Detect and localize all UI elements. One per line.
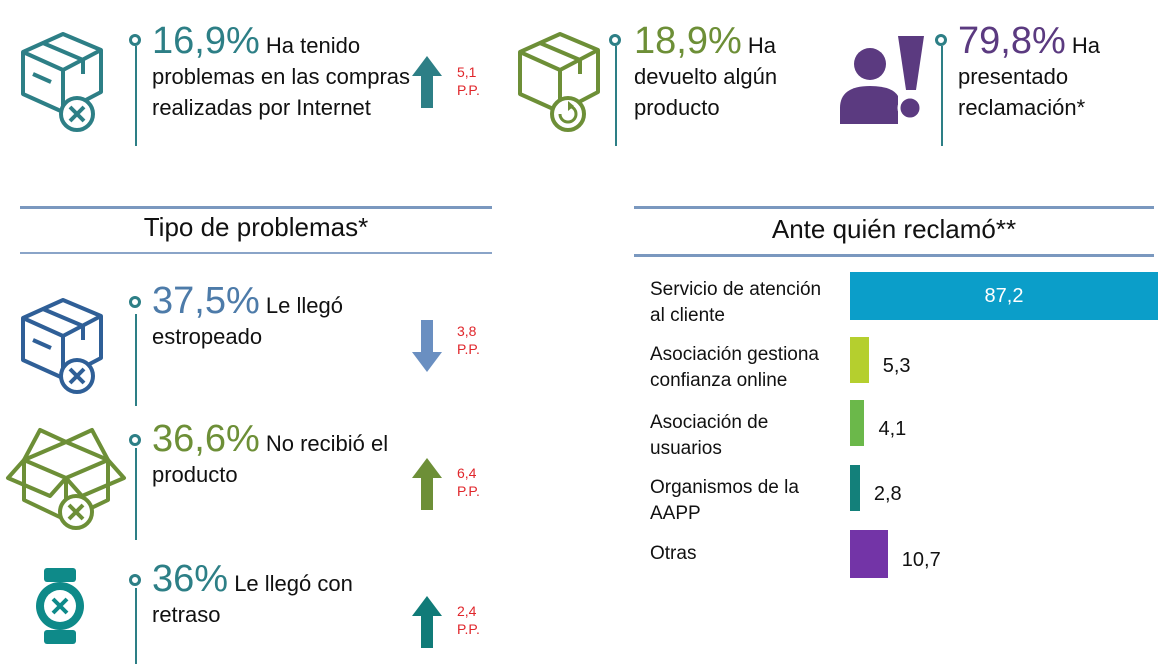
stat-marker-dot: [129, 296, 141, 308]
box-x-icon: [15, 288, 110, 398]
arrow-up-icon: [412, 56, 442, 113]
bar-value-label: 87,2: [984, 285, 1024, 307]
box-x-icon: [15, 22, 110, 132]
bar: [850, 337, 869, 383]
problem-text: Le llegó con retraso: [152, 571, 353, 627]
problem-percent: 36,6%: [152, 418, 260, 460]
bar-category-label: Asociación de usuarios: [650, 412, 769, 459]
stat-marker-dot: [935, 34, 947, 46]
bar-value-label: 4,1: [878, 418, 907, 440]
watch-x-icon: [32, 568, 88, 644]
stat-marker-dot: [129, 434, 141, 446]
bar-value-label: 2,8: [873, 483, 902, 505]
bar-category-label: Servicio de atención al cliente: [650, 279, 822, 326]
stat-text: Ha tenido problemas en las compras reali…: [152, 33, 411, 120]
problem-delta: 3,8 P.P.: [457, 323, 480, 357]
box-return-icon: [512, 22, 607, 132]
problem-delta: 6,4 P.P.: [457, 465, 480, 499]
stat-text: Ha presentado reclamación*: [958, 33, 1100, 120]
bar: [850, 272, 1158, 320]
bar-value-label: 10,7: [901, 549, 941, 571]
person-complaint-icon: [836, 34, 926, 126]
stat-returned-product: 18,9% Ha devuelto algún producto: [634, 22, 819, 123]
bar-category-label: Otras: [650, 543, 697, 564]
bar: [850, 400, 865, 446]
stat-complaint: 79,8% Ha presentado reclamación*: [958, 22, 1128, 123]
arrow-down-icon: [412, 320, 442, 377]
problem-damaged: 37,5% Le llegó estropeado: [152, 282, 402, 352]
problem-not-received: 36,6% No recibió el producto: [152, 420, 422, 490]
stat-marker-dot: [129, 34, 141, 46]
stat-text: Ha devuelto algún producto: [634, 33, 778, 120]
problem-text: Le llegó estropeado: [152, 293, 343, 349]
stat-percent: 18,9%: [634, 20, 742, 62]
chart-title: Ante quién reclamó**: [771, 214, 1017, 244]
bar: [850, 465, 860, 511]
bar-value-label: 5,3: [882, 355, 911, 377]
bar: [850, 530, 888, 578]
stat-marker-dot: [609, 34, 621, 46]
problem-percent: 36%: [152, 558, 229, 600]
problem-delta: 2,4 P.P.: [457, 603, 480, 637]
stat-delta: 5,1 P.P.: [457, 64, 480, 98]
problem-text: No recibió el producto: [152, 431, 389, 487]
bar-category-label: Asociación gestiona confianza online: [650, 344, 819, 391]
open-box-x-icon: [4, 420, 128, 530]
arrow-up-icon: [412, 596, 442, 653]
stat-percent: 79,8%: [958, 20, 1066, 62]
stat-marker-dot: [129, 574, 141, 586]
problem-late: 36% Le llegó con retraso: [152, 560, 392, 630]
stat-problems-internet: 16,9% Ha tenido problemas en las compras…: [152, 22, 414, 123]
complaint-bar-chart: Servicio de atención al cliente 87,2 Asoci…: [634, 262, 1164, 592]
problems-title: Tipo de problemas*: [143, 212, 369, 242]
arrow-up-icon: [412, 458, 442, 515]
problem-percent: 37,5%: [152, 280, 260, 322]
bar-category-label: Organismos de la AAPP: [650, 477, 799, 524]
stat-percent: 16,9%: [152, 20, 260, 62]
